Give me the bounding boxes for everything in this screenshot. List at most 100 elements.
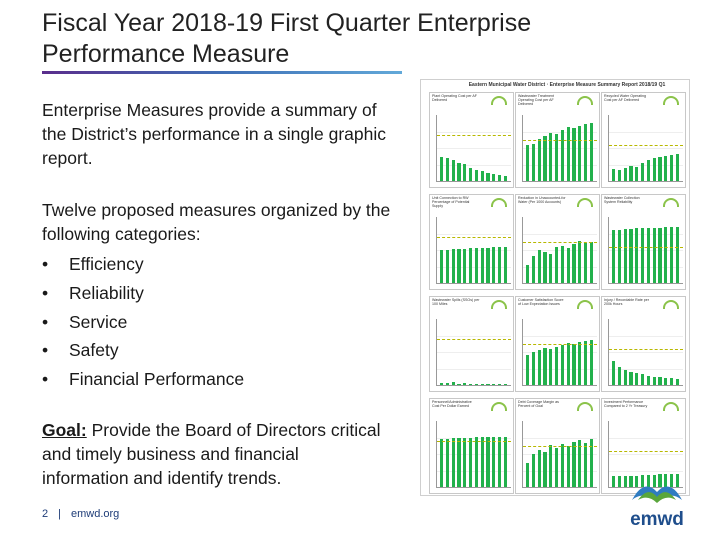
chart-bar <box>480 247 484 283</box>
chart-bar <box>589 340 593 385</box>
categories-intro: Twelve proposed measures organized by th… <box>42 200 391 244</box>
website-link[interactable]: emwd.org <box>70 508 120 520</box>
goal-line <box>523 242 597 244</box>
chart-bar <box>584 243 588 283</box>
gridline <box>523 266 597 268</box>
chart-bar <box>543 136 547 181</box>
chart-bar <box>463 248 467 283</box>
chart-bar <box>555 247 559 283</box>
chart-bar <box>440 439 444 487</box>
report-mini-chart <box>522 115 597 182</box>
gridline <box>609 148 683 149</box>
chart-bar <box>503 436 507 487</box>
report-mini-chart <box>522 319 597 386</box>
gauge-icon <box>663 198 679 207</box>
goal-line <box>437 338 511 340</box>
report-panel: Customer Satisfaction Score of Low Expec… <box>515 296 600 392</box>
report-mini-chart <box>436 115 511 182</box>
chart-bar <box>578 241 582 283</box>
gridline <box>609 250 683 251</box>
gauge-icon <box>577 198 593 207</box>
goal-line <box>523 344 597 346</box>
chart-bar <box>492 383 496 385</box>
report-panel-title: Personnel/Administrative Cost Per Dollar… <box>432 400 472 409</box>
chart-bar <box>531 256 535 283</box>
goal-line <box>523 140 597 142</box>
category-list: Efficiency Reliability Service Safety Fi… <box>42 250 244 394</box>
chart-bar <box>498 384 502 385</box>
report-panel-title: Wastewater Spills (SSOs) per 100 Miles <box>432 298 480 307</box>
report-panel-title: Unit Connection to RW Percentage of Pote… <box>432 196 470 209</box>
chart-bar <box>451 160 455 181</box>
chart-bar <box>566 446 570 487</box>
chart-bar <box>560 245 564 283</box>
gridline <box>523 454 597 455</box>
chart-bar <box>463 164 467 181</box>
chart-bar <box>572 244 576 283</box>
chart-bar <box>498 436 502 487</box>
chart-bar <box>623 167 627 181</box>
report-mini-chart <box>522 421 597 488</box>
report-panel: Unit Connection to RW Percentage of Pote… <box>429 194 514 290</box>
chart-bar <box>566 248 570 283</box>
goal-text: Provide the Board of Directors critical … <box>42 420 381 488</box>
chart-bar <box>652 475 656 487</box>
goal-line <box>609 451 683 453</box>
report-panel: Wastewater Collection System Reliability <box>601 194 686 290</box>
chart-bar <box>543 347 547 385</box>
chart-bar <box>480 384 484 385</box>
chart-bar <box>486 437 490 487</box>
gridline <box>523 164 597 166</box>
category-item: Financial Performance <box>42 365 244 394</box>
chart-bar <box>486 247 490 283</box>
report-panel-title: Recycled Water Operating Cost per AF Del… <box>604 94 647 103</box>
category-item: Efficiency <box>42 250 244 279</box>
gridline <box>437 250 511 251</box>
gridline <box>437 148 511 149</box>
gridline <box>437 164 511 166</box>
chart-bar <box>451 438 455 487</box>
gauge-icon <box>577 96 593 105</box>
chart-bar <box>566 343 570 385</box>
chart-bar <box>589 439 593 487</box>
chart-bar <box>492 247 496 283</box>
chart-bar <box>572 344 576 385</box>
gridline <box>523 437 597 439</box>
chart-bar <box>629 166 633 181</box>
goal-line <box>437 134 511 136</box>
chart-bar <box>578 341 582 385</box>
chart-bar <box>658 227 662 283</box>
gridline <box>523 368 597 370</box>
chart-bar <box>675 227 679 283</box>
chart-bar <box>612 230 616 283</box>
chart-bar <box>635 475 639 487</box>
gridline <box>523 250 597 251</box>
chart-bar <box>445 250 449 283</box>
chart-bar <box>543 251 547 283</box>
chart-bar <box>492 436 496 487</box>
gauge-icon <box>663 96 679 105</box>
gridline <box>437 233 511 235</box>
chart-bar <box>503 175 507 181</box>
gridline <box>523 131 597 133</box>
chart-bar <box>670 474 674 487</box>
report-panel: Injury / Recordable Rate per 200k Hours <box>601 296 686 392</box>
chart-bar <box>474 248 478 283</box>
report-panel-title: Customer Satisfaction Score of Low Expec… <box>518 298 564 307</box>
chart-bar <box>578 440 582 487</box>
summary-report-image: Eastern Municipal Water District · Enter… <box>420 79 690 496</box>
chart-bar <box>617 476 621 487</box>
chart-bar <box>641 228 645 283</box>
gridline <box>437 352 511 353</box>
chart-bar <box>670 378 674 385</box>
chart-bar <box>623 370 627 385</box>
chart-bar <box>480 171 484 181</box>
slide-title: Fiscal Year 2018-19 First Quarter Enterp… <box>42 9 532 68</box>
chart-bar <box>469 167 473 181</box>
intro-paragraph: Enterprise Measures provide a summary of… <box>42 100 387 168</box>
chart-bar <box>664 227 668 283</box>
report-panel: Wastewater Treatment Operating Cost per … <box>515 92 600 188</box>
chart-bar <box>664 377 668 385</box>
report-panel: Recycled Water Operating Cost per AF Del… <box>601 92 686 188</box>
goal-statement: Goal: Provide the Board of Directors cri… <box>42 418 382 490</box>
